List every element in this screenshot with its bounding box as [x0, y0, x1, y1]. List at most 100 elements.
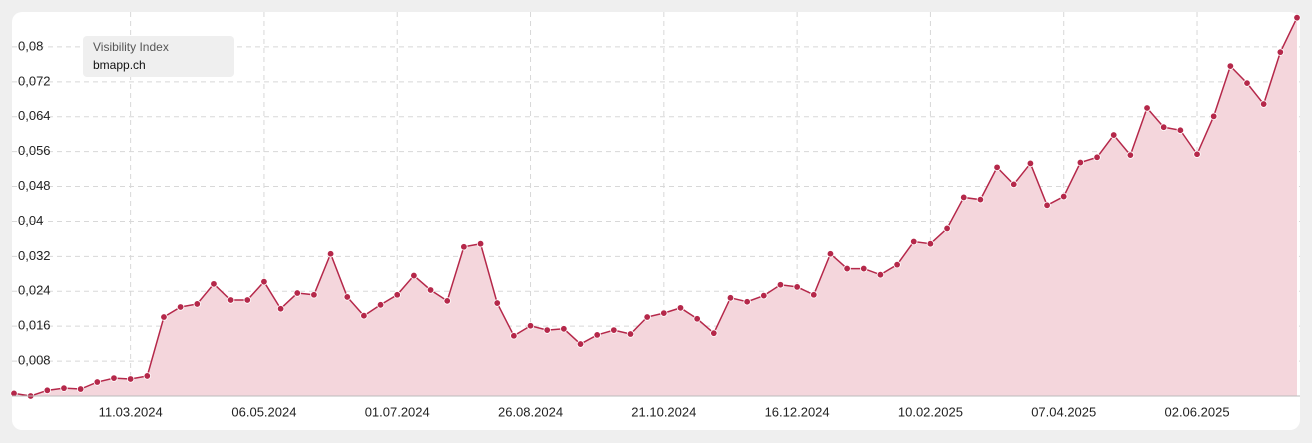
point — [1126, 151, 1135, 159]
point — [526, 322, 535, 330]
point — [226, 296, 235, 304]
x-tick-label: 07.04.2025 — [1031, 404, 1096, 419]
point — [310, 291, 318, 299]
point — [1176, 126, 1185, 134]
x-tick-label: 16.12.2024 — [765, 404, 830, 419]
point — [676, 304, 685, 312]
point — [543, 326, 551, 334]
point — [593, 331, 601, 339]
point — [260, 277, 268, 286]
point — [43, 386, 52, 395]
x-tick-label: 02.06.2025 — [1164, 404, 1229, 419]
point — [1026, 159, 1035, 168]
point — [93, 378, 102, 386]
point — [1093, 153, 1101, 162]
y-tick-label: 0,04 — [18, 213, 43, 228]
point — [426, 286, 435, 294]
point — [410, 271, 418, 280]
y-tick-label: 0,024 — [18, 283, 51, 298]
point — [1226, 62, 1235, 70]
point — [810, 291, 818, 299]
point — [10, 389, 18, 398]
point — [693, 315, 701, 323]
y-tick-label: 0,032 — [18, 248, 51, 263]
point — [1076, 158, 1085, 167]
point — [993, 163, 1001, 172]
y-tick-label: 0,016 — [18, 318, 51, 333]
point — [493, 299, 501, 307]
x-tick-label: 21.10.2024 — [631, 404, 696, 419]
point — [1110, 131, 1118, 139]
y-tick-label: 0,008 — [18, 353, 51, 368]
point — [376, 301, 385, 309]
point — [660, 309, 668, 317]
point — [126, 375, 135, 383]
legend — [83, 36, 234, 77]
point — [743, 298, 751, 306]
point — [726, 294, 735, 302]
point — [276, 305, 285, 313]
point — [1276, 48, 1285, 56]
point — [176, 303, 185, 311]
point — [643, 313, 651, 321]
point — [826, 250, 835, 258]
point — [1143, 104, 1151, 112]
point — [510, 332, 518, 340]
y-tick-label: 0,064 — [18, 108, 51, 123]
point — [793, 283, 801, 291]
point — [326, 250, 335, 258]
point — [626, 330, 635, 338]
point — [360, 312, 368, 320]
point — [1243, 79, 1251, 87]
point — [776, 281, 785, 289]
point — [1010, 180, 1018, 189]
y-tick-label: 0,072 — [18, 73, 51, 88]
point — [610, 326, 618, 334]
x-tick-label: 26.08.2024 — [498, 404, 563, 419]
point — [576, 340, 585, 348]
point — [460, 243, 468, 251]
point — [243, 296, 251, 304]
point — [1193, 150, 1201, 158]
legend-entry: bmapp.ch — [93, 58, 146, 72]
point — [193, 300, 201, 308]
point — [1060, 192, 1068, 201]
point — [1043, 201, 1051, 210]
point — [893, 260, 901, 269]
legend-title: Visibility Index — [93, 40, 169, 54]
point — [876, 270, 885, 279]
point — [160, 313, 168, 321]
point — [443, 297, 451, 305]
point — [960, 193, 968, 202]
x-tick-label: 01.07.2024 — [365, 404, 430, 419]
point — [943, 224, 951, 233]
point — [1160, 123, 1168, 131]
point — [110, 374, 118, 382]
x-tick-label: 06.05.2024 — [231, 404, 296, 419]
point — [926, 240, 935, 248]
point — [143, 372, 151, 380]
point — [1293, 13, 1301, 22]
point — [1209, 112, 1218, 120]
area — [14, 17, 1297, 396]
point — [843, 264, 851, 273]
point — [910, 237, 918, 246]
x-tick-label: 11.03.2024 — [99, 404, 163, 419]
y-tick-label: 0,056 — [18, 143, 51, 158]
x-tick-label: 10.02.2025 — [898, 404, 963, 419]
y-tick-label: 0,08 — [18, 38, 43, 53]
point — [76, 385, 85, 393]
point — [293, 289, 301, 297]
point — [210, 280, 218, 288]
point — [343, 293, 351, 301]
y-tick-label: 0,048 — [18, 178, 51, 193]
point — [560, 325, 568, 333]
point — [393, 291, 401, 299]
point — [60, 384, 68, 392]
point — [976, 195, 985, 204]
point — [710, 329, 718, 337]
point — [860, 264, 868, 273]
point — [760, 291, 768, 300]
point — [476, 240, 485, 248]
